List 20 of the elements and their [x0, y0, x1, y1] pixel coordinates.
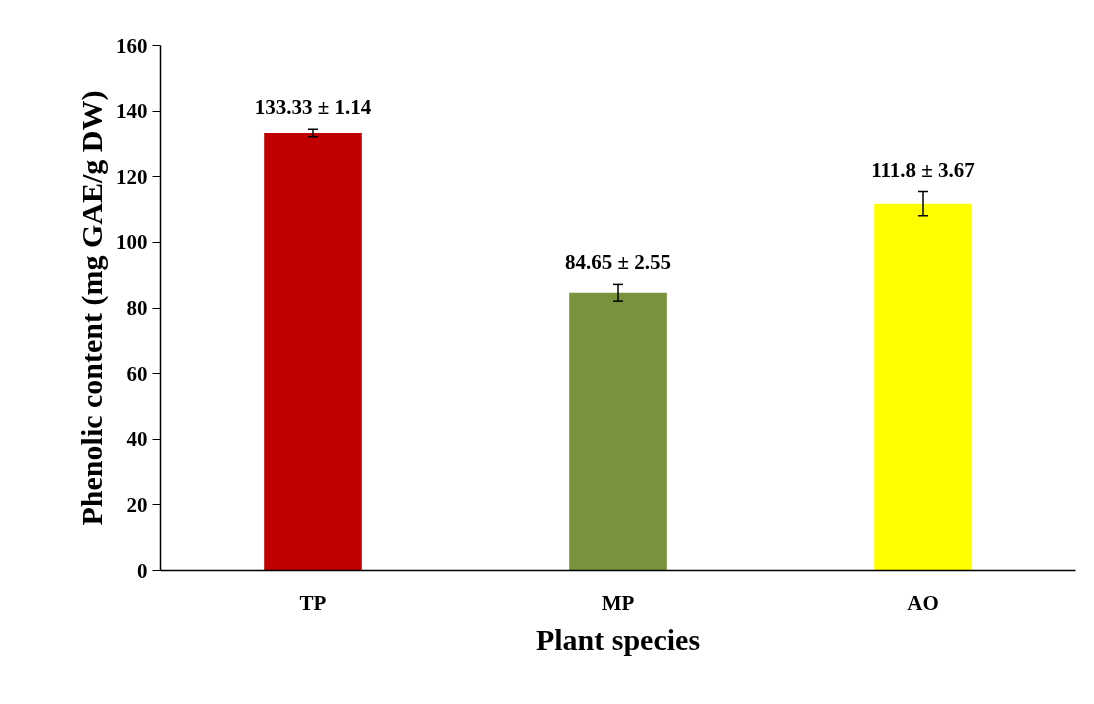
x-tick-label: MP [601, 590, 635, 615]
y-tick-label: 140 [116, 99, 148, 124]
x-axis-title: Plant species [535, 622, 701, 656]
bar [569, 292, 667, 571]
data-label: 111.8 ± 3.67 [871, 157, 975, 182]
bar [264, 133, 362, 571]
y-tick-label: 20 [126, 492, 148, 517]
y-tick-label: 80 [126, 296, 148, 320]
data-label: 84.65 ± 2.55 [564, 250, 672, 275]
x-tick-label: AO [907, 590, 939, 615]
y-tick-label: 0 [137, 558, 148, 583]
data-label: 133.33 ± 1.14 [254, 95, 372, 120]
y-tick-label: 60 [126, 361, 148, 386]
y-axis-title: Phenolic content (mg GAE/g DW) [75, 90, 109, 526]
bar [874, 203, 972, 571]
y-tick-label: 160 [116, 33, 148, 58]
x-tick-label: TP [299, 590, 327, 615]
y-tick-label: 120 [116, 164, 148, 189]
y-tick-label: 40 [126, 427, 148, 452]
y-tick-label: 100 [116, 230, 148, 255]
